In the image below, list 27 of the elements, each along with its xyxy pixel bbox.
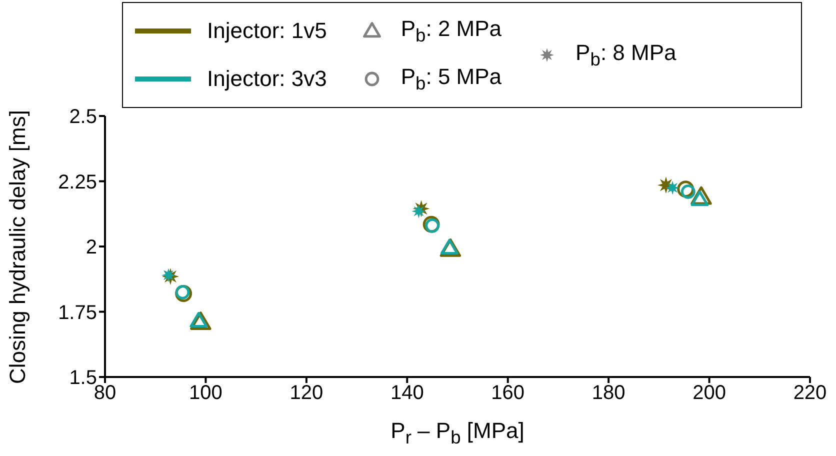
x-tick-label: 80: [94, 382, 116, 404]
x-axis-title: P$_{r}$ – P$_{b}$ [MPa]: [390, 418, 526, 448]
x-tick-label: 120: [290, 382, 324, 404]
point: [190, 312, 208, 328]
y-tick-label: 2: [86, 236, 97, 259]
legend-label: P$_{b}$: 5 MPa: [400, 64, 502, 94]
point: [666, 180, 680, 195]
legend-label: Injector: 3v3: [207, 66, 327, 92]
point: [161, 268, 176, 282]
x-tick-label: 160: [491, 382, 525, 404]
legend-label: P$_{b}$: 2 MPa: [400, 16, 502, 46]
point: [680, 184, 696, 199]
x-tick-label: 200: [692, 382, 726, 404]
y-axis-title: Closing hydraulic delay [ms]: [5, 110, 31, 384]
x-tick-label: 140: [390, 382, 424, 404]
point: [440, 238, 458, 254]
y-tick-label: 2.5: [69, 106, 97, 128]
point: [412, 204, 426, 218]
legend-label: Injector: 1v5: [207, 18, 327, 44]
x-tick-label: 180: [592, 382, 626, 404]
legend-label: P$_{b}$: 8 MPa: [576, 40, 676, 70]
x-tick-label: 100: [189, 382, 222, 404]
point: [190, 312, 212, 330]
x-tick-label: 220: [793, 382, 827, 404]
point: [690, 190, 709, 206]
y-tick-label: 1.75: [58, 302, 97, 324]
y-tick-label: 2.25: [58, 171, 97, 194]
